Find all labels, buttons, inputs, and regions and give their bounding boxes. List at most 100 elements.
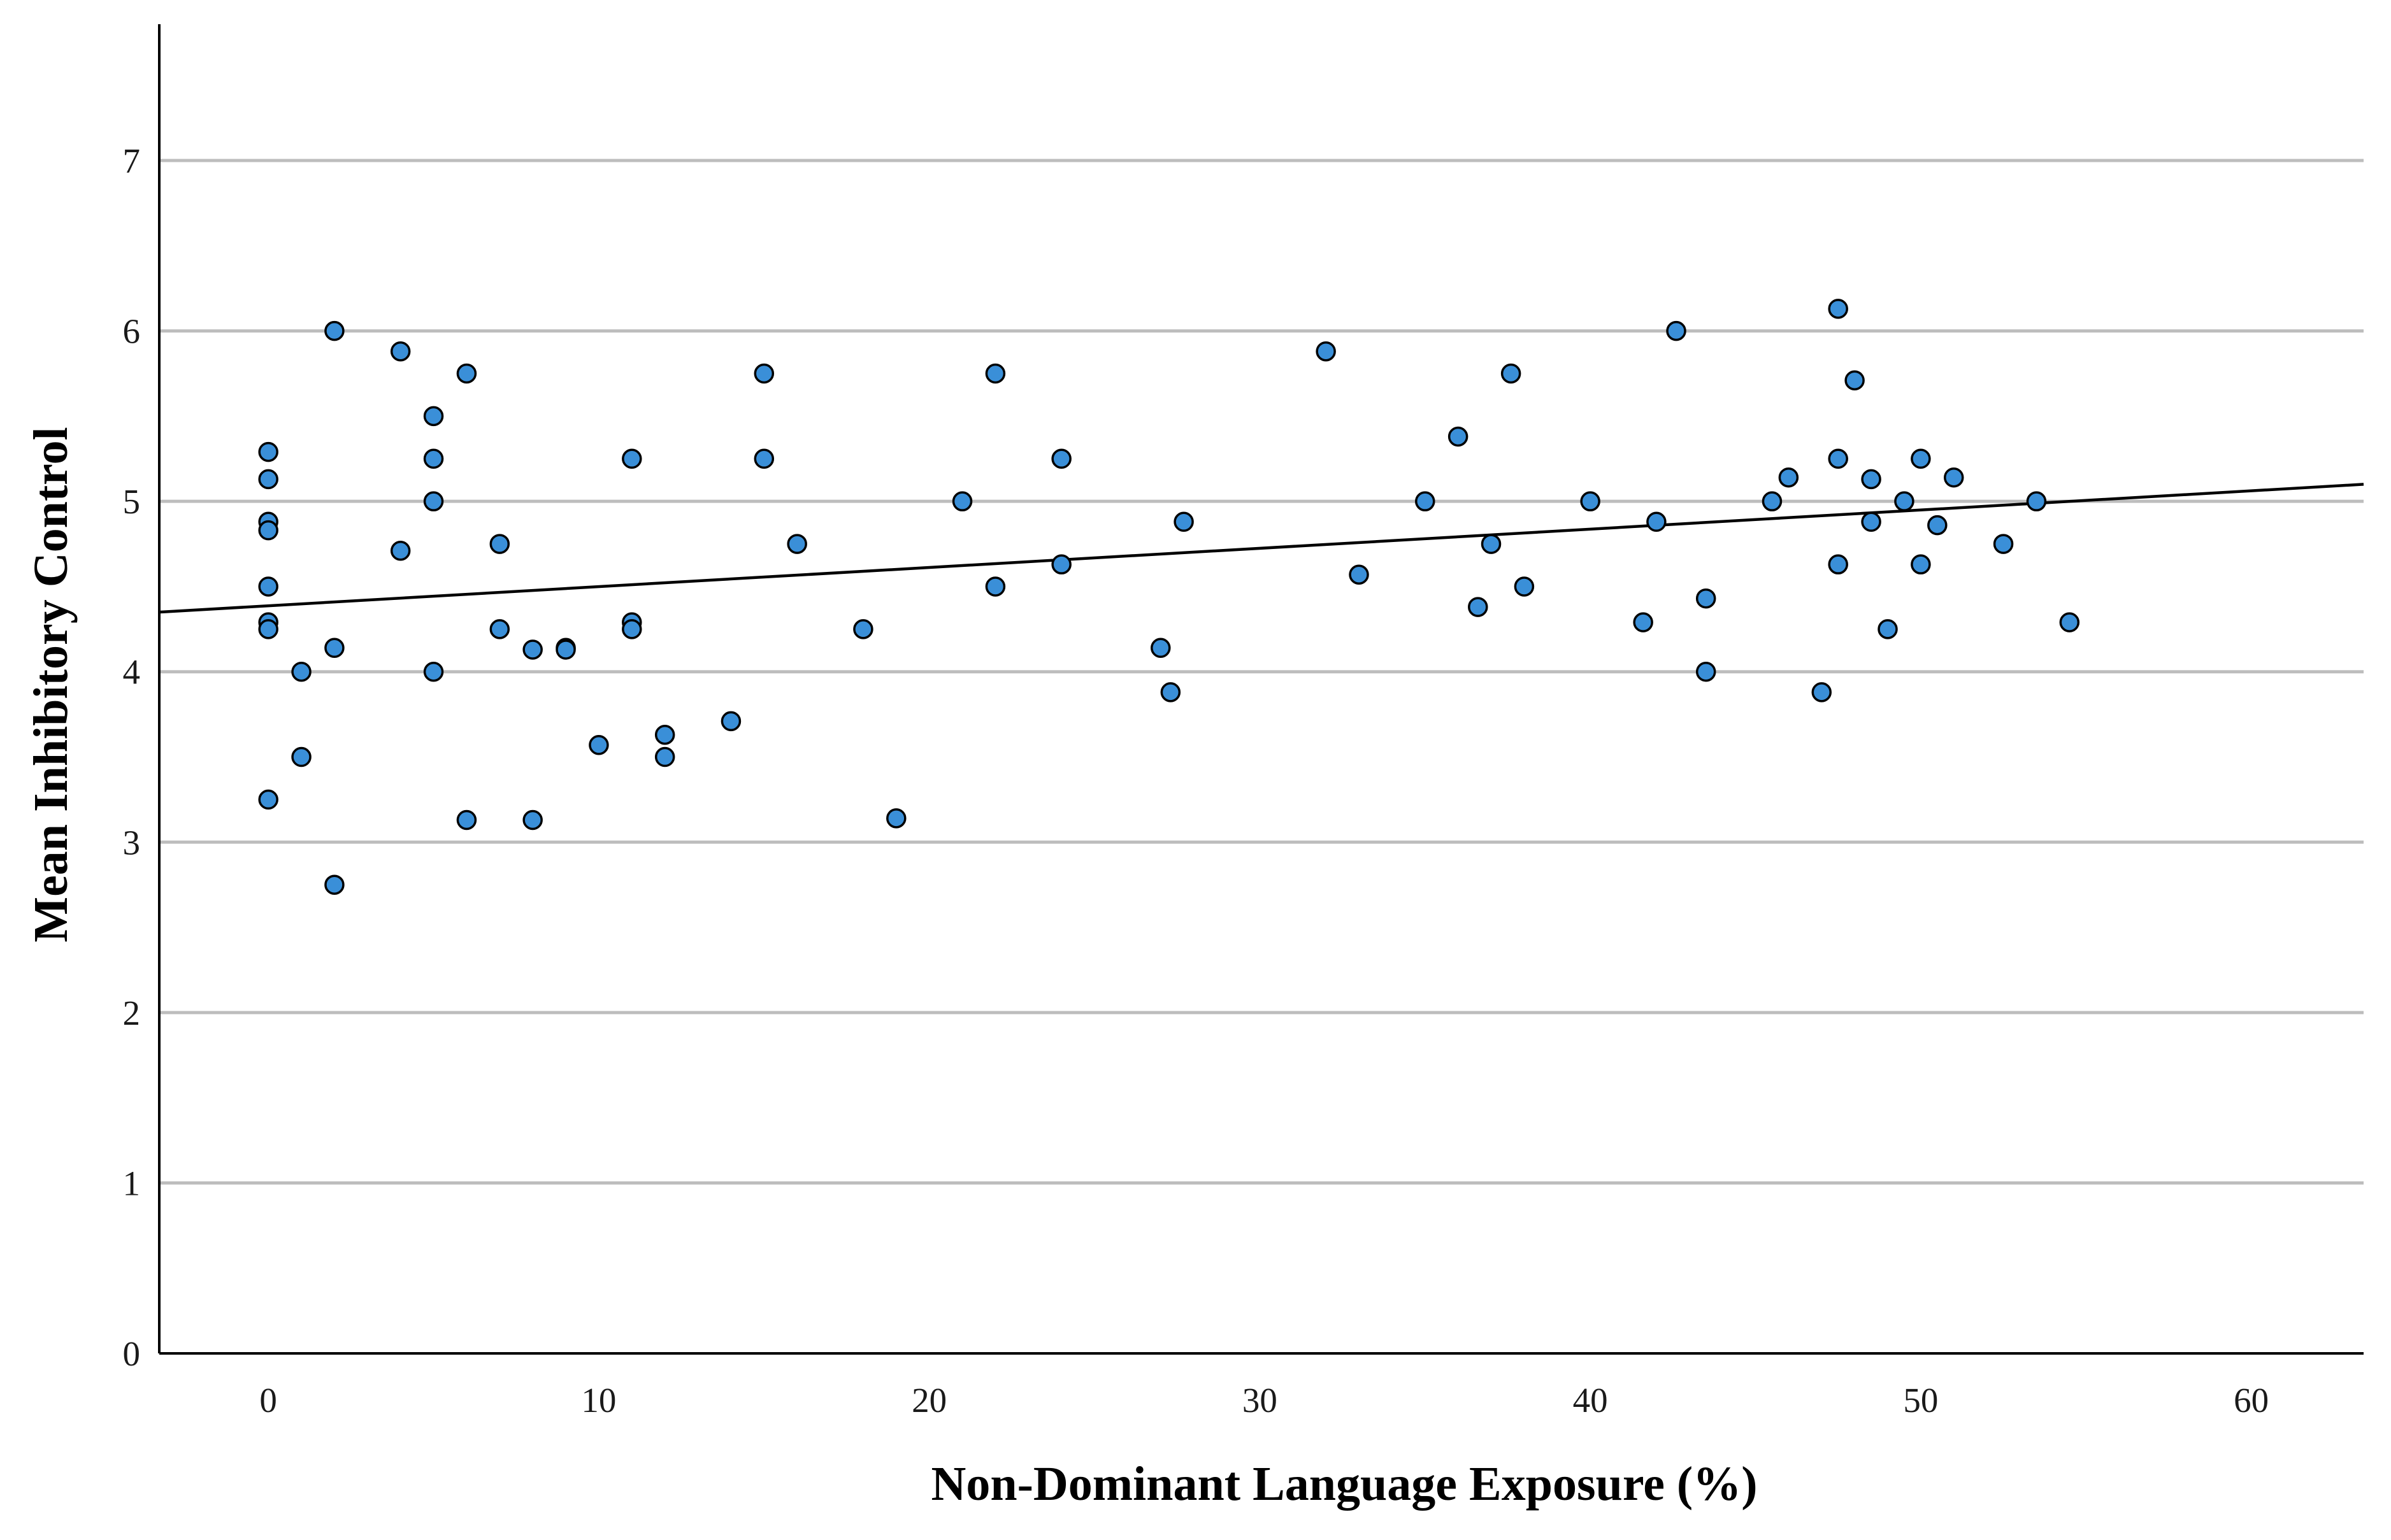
data-point (1828, 554, 1848, 574)
data-point (489, 619, 510, 639)
y-tick-label: 1 (123, 1164, 141, 1202)
data-point (787, 534, 807, 554)
data-point (258, 520, 278, 541)
data-point (1633, 612, 1653, 632)
data-point (423, 491, 444, 511)
y-tick-label: 7 (123, 141, 141, 180)
data-point (1861, 469, 1881, 490)
y-tick-label: 4 (123, 653, 141, 692)
data-point (1878, 619, 1898, 639)
data-point (1415, 491, 1435, 511)
x-tick-label: 60 (2234, 1381, 2269, 1420)
data-point (258, 789, 278, 810)
data-point (324, 638, 345, 659)
data-point (1927, 515, 1948, 536)
y-axis-label: Mean Inhibitory Control (24, 427, 78, 942)
y-tick-label: 6 (123, 312, 141, 351)
y-tick-label: 0 (123, 1334, 141, 1373)
y-tick-label: 5 (123, 482, 141, 521)
data-point (258, 619, 278, 639)
x-tick-label: 0 (259, 1381, 277, 1420)
x-tick-label: 20 (912, 1381, 947, 1420)
data-point (754, 363, 775, 384)
data-point (1580, 491, 1600, 511)
data-point (754, 448, 775, 469)
y-tick-labels: 0 1 2 3 4 5 6 7 (123, 141, 141, 1373)
data-point (721, 711, 742, 732)
data-point (589, 735, 609, 755)
data-point (1468, 597, 1488, 617)
x-tick-label: 10 (581, 1381, 616, 1420)
data-point (1944, 467, 1964, 488)
data-points (258, 299, 2080, 895)
data-point (1349, 564, 1369, 585)
data-point (1051, 448, 1072, 469)
data-point (952, 491, 973, 511)
data-point (1151, 638, 1171, 659)
data-point (1828, 299, 1848, 319)
data-point (1911, 554, 1931, 574)
data-point (1316, 341, 1336, 362)
data-point (622, 619, 642, 639)
data-point (1993, 534, 2014, 554)
data-point (456, 363, 477, 384)
data-point (556, 639, 576, 660)
data-point (291, 746, 312, 767)
data-point (1447, 426, 1468, 447)
data-point (1861, 511, 1881, 532)
data-point (1695, 588, 1716, 609)
data-point (985, 363, 1006, 384)
data-point (1500, 363, 1521, 384)
data-point (654, 724, 675, 745)
data-point (985, 576, 1006, 597)
data-point (291, 661, 312, 682)
axes (158, 24, 2364, 1355)
trendline (159, 483, 2364, 614)
data-point (1762, 491, 1783, 511)
data-point (1646, 511, 1667, 532)
y-tick-label: 2 (123, 994, 141, 1032)
data-point (1778, 467, 1799, 488)
data-point (1160, 682, 1181, 702)
data-point (2026, 491, 2047, 511)
y-tick-label: 3 (123, 823, 141, 862)
gridlines (159, 159, 2364, 1185)
data-point (390, 341, 411, 362)
data-point (886, 808, 907, 829)
x-tick-label: 50 (1903, 1381, 1938, 1420)
x-tick-labels: 0 10 20 30 40 50 60 (259, 1381, 2269, 1420)
data-point (1514, 576, 1535, 597)
x-tick-label: 40 (1573, 1381, 1608, 1420)
data-point (258, 469, 278, 490)
data-point (1811, 682, 1832, 702)
data-point (1844, 370, 1865, 390)
data-point (423, 661, 444, 682)
trendline-group (159, 483, 2364, 614)
data-point (423, 406, 444, 427)
data-point (1894, 491, 1914, 511)
data-point (1174, 511, 1194, 532)
data-point (258, 441, 278, 462)
data-point (1051, 554, 1072, 574)
x-axis-label: Non-Dominant Language Exposure (%) (931, 1457, 1757, 1511)
data-point (1695, 661, 1716, 682)
data-point (1911, 448, 1931, 469)
data-point (423, 448, 444, 469)
data-point (390, 541, 411, 561)
data-point (324, 320, 345, 341)
data-point (324, 874, 345, 895)
data-point (654, 746, 675, 767)
data-point (1481, 534, 1502, 554)
data-point (522, 639, 543, 660)
data-point (853, 619, 873, 639)
data-point (622, 448, 642, 469)
data-point (456, 809, 477, 831)
data-point (1666, 320, 1686, 341)
data-point (489, 534, 510, 554)
data-point (1828, 448, 1848, 469)
data-point (258, 576, 278, 597)
data-point (2059, 612, 2080, 632)
x-tick-label: 30 (1242, 1381, 1277, 1420)
data-point (522, 809, 543, 831)
